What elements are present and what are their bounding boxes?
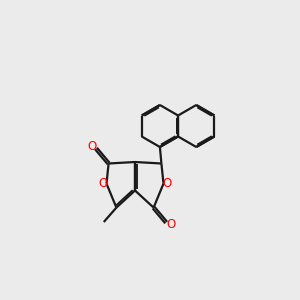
Text: O: O <box>166 218 175 231</box>
Text: O: O <box>163 177 172 190</box>
Text: O: O <box>98 177 107 190</box>
Text: O: O <box>87 140 96 153</box>
